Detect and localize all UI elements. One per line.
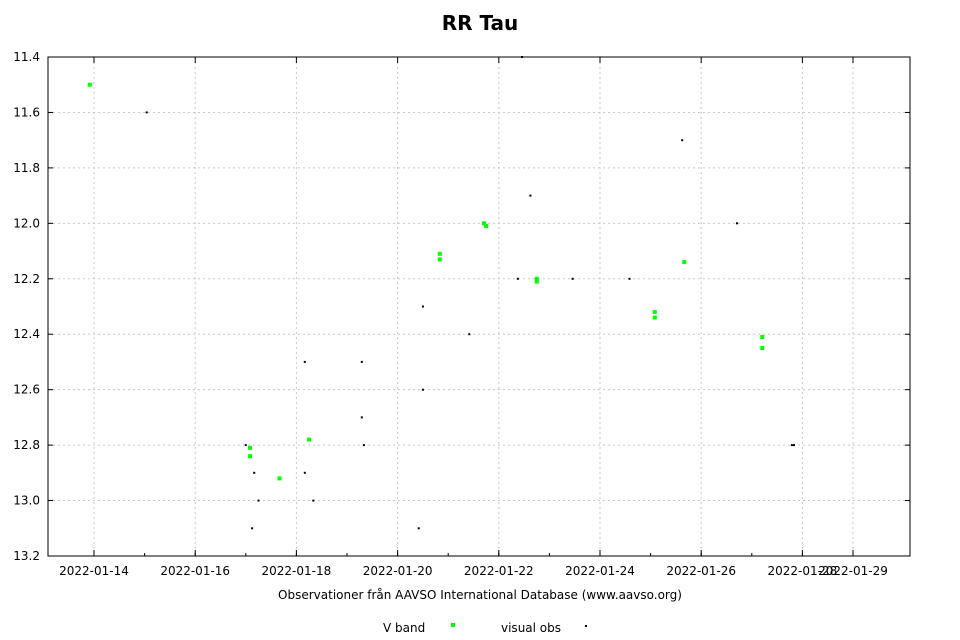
y-tick-label: 12.4 <box>13 327 40 341</box>
data-points <box>87 56 795 530</box>
v-band-point <box>682 260 687 265</box>
y-tick-label: 12.2 <box>13 272 40 286</box>
legend-marker-v-band <box>451 623 455 627</box>
visual-obs-point <box>417 527 420 530</box>
visual-obs-point <box>628 277 631 280</box>
legend-marker-visual-obs <box>585 625 587 627</box>
visual-obs-point <box>521 56 523 58</box>
x-tick-label: 2022-01-29 <box>818 564 888 578</box>
visual-obs-point <box>516 277 519 280</box>
v-band-point <box>652 310 657 314</box>
axis-ticks: 11.4 11.6 11.8 12.0 12.2 12.4 12.6 12.8 13.0 13.2… <box>13 50 910 578</box>
visual-obs-point <box>790 444 793 447</box>
x-tick-label: 2022-01-22 <box>464 564 534 578</box>
x-tick-label: 2022-01-20 <box>363 564 433 578</box>
visual-obs-point <box>793 444 795 447</box>
y-tick-label: 11.6 <box>13 105 40 119</box>
v-band-point <box>437 251 442 256</box>
plot-frame <box>47 56 911 557</box>
visual-obs-point <box>303 471 306 474</box>
visual-obs-point <box>145 111 148 114</box>
v-band-point <box>437 257 442 262</box>
y-tick-label: 11.4 <box>13 50 40 64</box>
x-tick-label: 2022-01-14 <box>59 564 129 578</box>
x-tick-label: 2022-01-18 <box>262 564 332 578</box>
visual-obs-point <box>421 388 424 391</box>
v-band-point <box>484 224 489 229</box>
v-band-point <box>534 279 539 284</box>
y-tick-label: 13.0 <box>13 494 40 508</box>
v-band-point <box>87 82 92 87</box>
x-tick-label: 2022-01-24 <box>565 564 635 578</box>
y-tick-label: 11.8 <box>13 161 40 175</box>
chart-title: RR Tau <box>442 11 519 35</box>
visual-obs-point <box>468 333 471 336</box>
visual-obs-point <box>736 222 738 225</box>
legend-label-visual-obs: visual obs <box>501 621 561 635</box>
v-band-point <box>534 276 539 281</box>
v-band-point <box>760 335 765 339</box>
x-tick-label: 2022-01-26 <box>666 564 736 578</box>
legend-label-v-band: V band <box>383 621 425 635</box>
visual-obs-point <box>529 194 532 197</box>
v-band-point <box>760 346 765 351</box>
grid <box>48 56 910 557</box>
v-band-point <box>277 476 282 481</box>
visual-obs-point <box>681 139 684 142</box>
legend: V band visual obs <box>383 621 587 635</box>
visual-obs-point <box>244 444 247 447</box>
v-band-point <box>652 315 657 320</box>
v-band-point <box>248 445 252 450</box>
x-tick-label: 2022-01-28 <box>768 564 838 578</box>
x-tick-label: 2022-01-16 <box>160 564 230 578</box>
y-tick-label: 12.0 <box>13 216 40 230</box>
visual-obs-point <box>571 277 574 280</box>
y-tick-label: 12.6 <box>13 383 40 397</box>
visual-obs-point <box>312 499 315 502</box>
x-axis-label: Observationer från AAVSO International D… <box>278 588 682 602</box>
visual-obs-point <box>360 416 363 419</box>
y-tick-label: 13.2 <box>13 549 40 563</box>
v-band-point <box>482 221 486 226</box>
visual-obs-point <box>253 471 256 474</box>
visual-obs-point <box>303 360 306 363</box>
v-band-point <box>248 454 252 459</box>
y-tick-label: 12.8 <box>13 438 40 452</box>
visual-obs-point <box>251 527 254 530</box>
v-band-point <box>307 437 312 442</box>
visual-obs-point <box>360 360 363 363</box>
visual-obs-point <box>257 499 260 502</box>
visual-obs-point <box>421 305 424 308</box>
visual-obs-point <box>362 444 365 447</box>
